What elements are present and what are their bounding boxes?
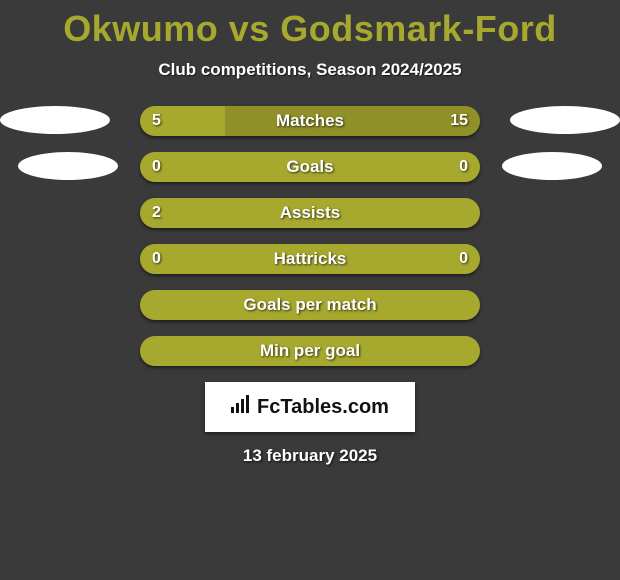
stat-bar: Matches515: [140, 106, 480, 136]
bar-fill: [140, 198, 480, 228]
stat-bar: Assists2: [140, 198, 480, 228]
bar-fill: [140, 244, 480, 274]
bar-fill: [140, 290, 480, 320]
chart-icon: [231, 395, 253, 419]
stat-row: Goals per match: [0, 290, 620, 320]
player-badge-left: [18, 152, 118, 180]
date-label: 13 february 2025: [0, 446, 620, 466]
stat-bar: Goals per match: [140, 290, 480, 320]
bar-fill: [140, 152, 480, 182]
logo-box: FcTables.com: [205, 382, 415, 432]
logo-label: FcTables.com: [257, 396, 389, 419]
stat-row: Matches515: [0, 106, 620, 136]
bar-fill-left: [140, 106, 225, 136]
bar-fill-right: [225, 106, 480, 136]
stat-bar: Goals00: [140, 152, 480, 182]
stats-area: Matches515 Goals00 Assists2 Hattricks00 Goal…: [0, 106, 620, 366]
player-badge-right: [502, 152, 602, 180]
bar-fill: [140, 336, 480, 366]
comparison-title: Okwumo vs Godsmark-Ford: [0, 0, 620, 50]
stat-bar: Min per goal: [140, 336, 480, 366]
logo: FcTables.com: [231, 395, 389, 419]
stat-row: Hattricks00: [0, 244, 620, 274]
stat-bar: Hattricks00: [140, 244, 480, 274]
stat-row: Assists2: [0, 198, 620, 228]
stat-row: Min per goal: [0, 336, 620, 366]
player-badge-left: [0, 106, 110, 134]
comparison-subtitle: Club competitions, Season 2024/2025: [0, 60, 620, 80]
stat-row: Goals00: [0, 152, 620, 182]
player-badge-right: [510, 106, 620, 134]
